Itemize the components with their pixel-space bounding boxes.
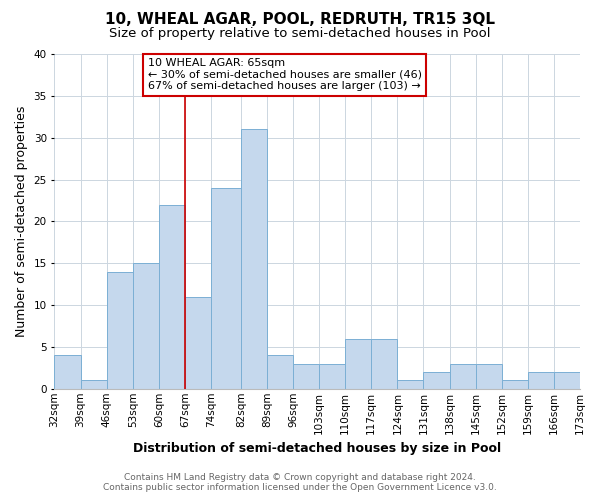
Bar	[476, 364, 502, 389]
Bar	[241, 130, 267, 389]
Bar	[211, 188, 241, 389]
X-axis label: Distribution of semi-detached houses by size in Pool: Distribution of semi-detached houses by …	[133, 442, 501, 455]
Bar	[267, 356, 293, 389]
Bar	[554, 372, 580, 389]
Bar	[185, 296, 211, 389]
Bar	[107, 272, 133, 389]
Bar	[293, 364, 319, 389]
Bar	[424, 372, 449, 389]
Bar	[371, 338, 397, 389]
Text: Contains HM Land Registry data © Crown copyright and database right 2024.
Contai: Contains HM Land Registry data © Crown c…	[103, 473, 497, 492]
Y-axis label: Number of semi-detached properties: Number of semi-detached properties	[15, 106, 28, 337]
Text: 10 WHEAL AGAR: 65sqm
← 30% of semi-detached houses are smaller (46)
67% of semi-: 10 WHEAL AGAR: 65sqm ← 30% of semi-detac…	[148, 58, 422, 92]
Bar	[319, 364, 345, 389]
Bar	[397, 380, 424, 389]
Bar	[449, 364, 476, 389]
Text: 10, WHEAL AGAR, POOL, REDRUTH, TR15 3QL: 10, WHEAL AGAR, POOL, REDRUTH, TR15 3QL	[105, 12, 495, 28]
Bar	[80, 380, 107, 389]
Text: Size of property relative to semi-detached houses in Pool: Size of property relative to semi-detach…	[109, 28, 491, 40]
Bar	[528, 372, 554, 389]
Bar	[502, 380, 528, 389]
Bar	[159, 204, 185, 389]
Bar	[133, 263, 159, 389]
Bar	[55, 356, 80, 389]
Bar	[345, 338, 371, 389]
